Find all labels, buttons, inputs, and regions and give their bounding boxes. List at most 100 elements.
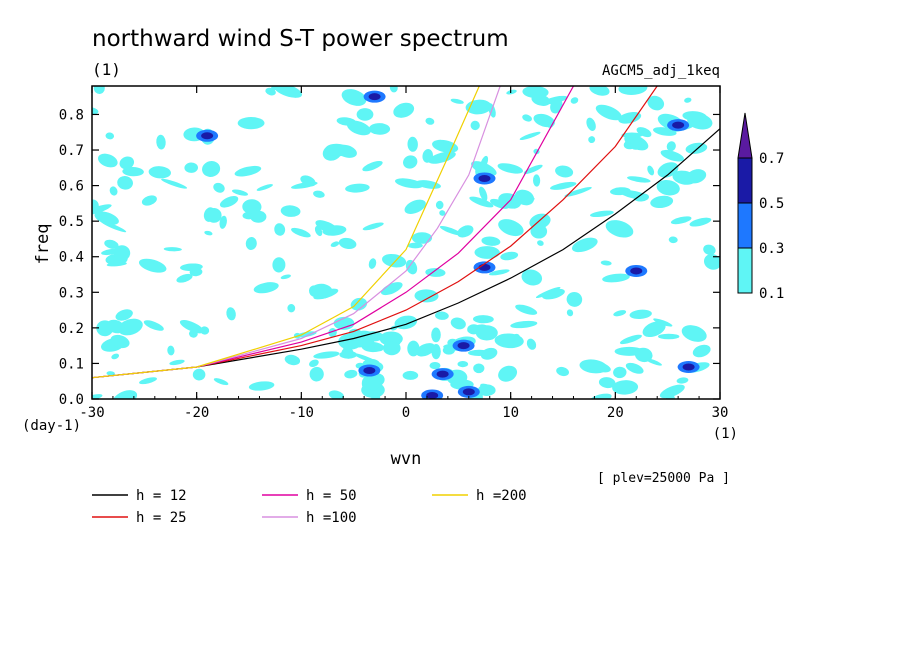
- chart-subtitle: (1): [92, 60, 121, 79]
- contour-patch-high: [672, 121, 685, 129]
- colorbar-segment: [737, 202, 753, 249]
- contour-patch: [647, 165, 655, 176]
- contour-patch: [219, 215, 227, 229]
- contour-patch: [97, 153, 118, 168]
- colorbar-label: 0.7: [759, 151, 784, 167]
- contour-patch: [346, 120, 371, 136]
- contour-patch-high: [457, 342, 470, 350]
- contour-patch: [500, 251, 519, 261]
- contour-patch: [670, 216, 692, 225]
- contour-patch: [550, 181, 577, 190]
- contour-patch: [537, 240, 544, 246]
- y-tick-label: 0.8: [59, 107, 84, 123]
- contour-patch: [161, 178, 188, 189]
- contour-patch: [598, 377, 616, 389]
- contour-patch: [660, 149, 684, 162]
- contour-patch: [118, 318, 143, 336]
- contour-patch: [564, 186, 592, 197]
- contour-patch: [658, 333, 680, 340]
- contour-patch: [703, 254, 720, 270]
- contour-patch: [308, 285, 320, 297]
- y-axis-ticks: 0.0 0.1 0.2 0.3 0.4 0.5 0.6 0.7 0.8: [59, 107, 720, 408]
- contour-patch: [122, 166, 144, 177]
- contour-patch: [192, 368, 206, 381]
- contour-patch: [313, 351, 340, 359]
- legend-label: h = 50: [306, 488, 357, 504]
- contour-patch: [374, 344, 384, 352]
- contour-patch: [328, 390, 345, 399]
- contour-patch: [348, 328, 362, 338]
- contour-patch: [169, 359, 185, 366]
- contour-patch: [475, 325, 498, 341]
- contour-patch: [474, 246, 500, 259]
- contour-patch: [365, 375, 381, 391]
- contour-patch: [469, 196, 494, 208]
- contour-patch-high: [363, 367, 376, 375]
- contour-patch: [253, 282, 279, 294]
- y-tick-label: 0.6: [59, 179, 84, 195]
- contour-patch: [523, 164, 543, 175]
- contour-patch: [394, 178, 424, 189]
- contour-patch: [119, 156, 135, 170]
- contour-patch: [350, 297, 368, 311]
- contour-patch: [403, 155, 418, 169]
- contour-patch: [411, 232, 433, 244]
- plot-area: [91, 85, 721, 400]
- contour-patch-high: [201, 132, 214, 140]
- contour-patch: [532, 174, 541, 187]
- contour-patch: [556, 366, 569, 377]
- contour-patch-high: [368, 93, 381, 101]
- contour-patch: [339, 350, 358, 359]
- x-axis-label: wvn: [391, 449, 422, 469]
- contour-patch: [439, 225, 462, 236]
- contour-patch: [237, 117, 265, 130]
- contour-patch: [618, 86, 648, 95]
- contour-patch: [656, 179, 680, 196]
- contour-patch: [535, 286, 561, 299]
- y-tick-label: 0.7: [59, 143, 84, 159]
- contour-patch: [689, 217, 712, 227]
- contour-patch: [414, 289, 439, 303]
- contour-patch: [156, 134, 166, 150]
- contour-patch: [450, 98, 464, 104]
- contour-patch: [465, 99, 492, 115]
- contour-patch-high: [426, 391, 439, 399]
- contour-patch: [163, 247, 182, 252]
- contour-patch: [586, 117, 596, 131]
- contour-patch: [642, 321, 666, 338]
- contour-patch: [344, 369, 358, 379]
- contour-patch: [672, 170, 697, 185]
- y-tick-label: 0.4: [59, 250, 84, 266]
- contour-patch: [588, 136, 596, 144]
- contour-patch: [92, 394, 103, 399]
- contour-patch: [272, 257, 286, 273]
- dispersion-curve-layer: [92, 86, 720, 379]
- contour-patch: [315, 220, 339, 234]
- contour-patch: [515, 304, 538, 315]
- contour-patch: [407, 340, 420, 357]
- contour-patch: [402, 370, 419, 380]
- contour-patch: [167, 345, 175, 356]
- contour-patch: [513, 333, 520, 339]
- contour-patch: [219, 196, 239, 208]
- contour-patch: [274, 223, 286, 236]
- contour-patch: [522, 114, 532, 122]
- y-tick-label: 0.2: [59, 321, 84, 337]
- contour-patch: [213, 378, 229, 386]
- contour-patch: [141, 195, 157, 206]
- contour-patch: [619, 334, 642, 345]
- contour-patch: [371, 392, 381, 399]
- contour-patch: [506, 89, 517, 95]
- y-unit-label: (day-1): [22, 418, 81, 434]
- contour-patch: [148, 166, 171, 179]
- contour-patch: [110, 334, 130, 349]
- colorbar: 0.7 0.5 0.3 0.1: [737, 112, 784, 302]
- contour-patch: [362, 160, 383, 172]
- y-tick-label: 0.3: [59, 285, 84, 301]
- contour-patch: [179, 320, 204, 334]
- contour-patch: [330, 241, 340, 247]
- contour-patch: [273, 86, 303, 98]
- contour-patch: [613, 310, 627, 317]
- chart-title: northward wind S-T power spectrum: [92, 26, 509, 52]
- contour-patch: [666, 141, 676, 152]
